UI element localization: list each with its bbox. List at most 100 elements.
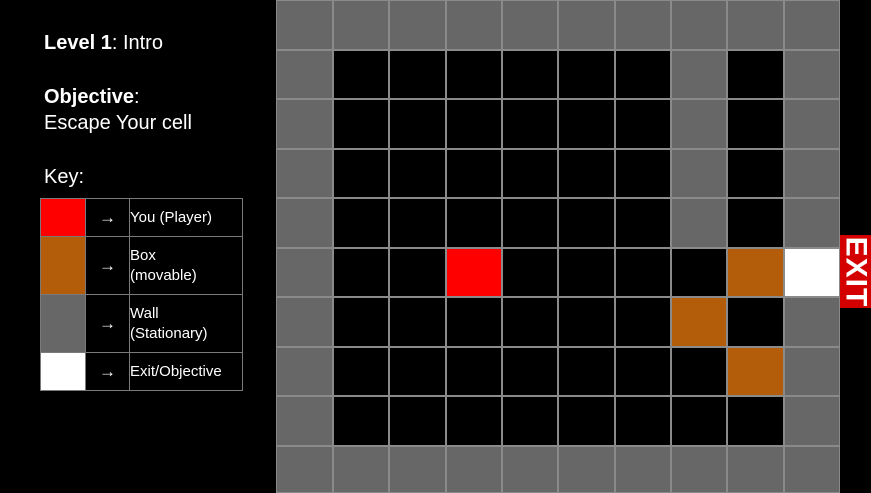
info-panel: Level 1: Intro Objective: Escape Your ce… xyxy=(0,0,276,493)
objective-colon: : xyxy=(134,86,140,108)
wall-cell xyxy=(671,149,727,198)
wall-cell xyxy=(784,198,840,248)
key-desc-line: (Stationary) xyxy=(130,324,208,342)
floor-cell xyxy=(446,149,502,198)
key-row-exit: → Exit/Objective xyxy=(40,352,243,391)
key-row-box: → Box (movable) xyxy=(40,236,243,295)
key-heading: Key: xyxy=(44,166,85,188)
key-desc-box: Box (movable) xyxy=(129,236,243,295)
wall-cell xyxy=(784,396,840,446)
key-desc-player: You (Player) xyxy=(129,198,243,237)
wall-cell xyxy=(333,446,389,493)
floor-cell xyxy=(615,50,671,99)
floor-cell xyxy=(333,248,389,297)
wall-cell xyxy=(784,0,840,50)
floor-cell xyxy=(502,347,558,396)
floor-cell xyxy=(615,396,671,446)
objective-heading: Objective: xyxy=(44,86,140,109)
objective-text: Escape Your cell xyxy=(44,112,192,134)
floor-cell xyxy=(333,99,389,149)
floor-cell xyxy=(615,297,671,347)
wall-cell xyxy=(276,198,333,248)
wall-cell xyxy=(276,396,333,446)
wall-cell xyxy=(671,198,727,248)
floor-cell xyxy=(558,50,615,99)
level-label: Level 1 xyxy=(44,32,112,54)
game-board xyxy=(276,0,840,493)
floor-cell xyxy=(727,198,784,248)
wall-cell xyxy=(615,0,671,50)
wall-cell xyxy=(333,0,389,50)
wall-cell xyxy=(446,0,502,50)
floor-cell xyxy=(558,149,615,198)
box-cell[interactable] xyxy=(727,248,784,297)
floor-cell xyxy=(615,198,671,248)
floor-cell xyxy=(558,297,615,347)
box-cell[interactable] xyxy=(671,297,727,347)
wall-cell xyxy=(784,50,840,99)
floor-cell xyxy=(389,99,446,149)
floor-cell xyxy=(446,297,502,347)
floor-cell xyxy=(446,396,502,446)
wall-cell xyxy=(727,0,784,50)
wall-cell xyxy=(276,248,333,297)
wall-cell xyxy=(558,446,615,493)
floor-cell xyxy=(333,149,389,198)
wall-cell xyxy=(671,50,727,99)
key-desc-wall: Wall (Stationary) xyxy=(129,294,243,353)
floor-cell xyxy=(446,50,502,99)
floor-cell xyxy=(727,396,784,446)
floor-cell xyxy=(727,99,784,149)
floor-cell xyxy=(389,347,446,396)
floor-cell xyxy=(671,347,727,396)
key-table: → You (Player) → Box (movable) → Wall (Sta… xyxy=(40,198,243,391)
floor-cell xyxy=(502,297,558,347)
exit-sign-text: EXIT xyxy=(839,236,871,307)
floor-cell xyxy=(502,50,558,99)
wall-cell xyxy=(671,0,727,50)
floor-cell xyxy=(446,347,502,396)
floor-cell xyxy=(502,248,558,297)
floor-cell xyxy=(502,149,558,198)
wall-cell xyxy=(784,149,840,198)
wall-cell xyxy=(502,446,558,493)
wall-cell xyxy=(784,99,840,149)
floor-cell xyxy=(389,248,446,297)
wall-cell xyxy=(276,50,333,99)
floor-cell xyxy=(727,149,784,198)
objective-label: Objective xyxy=(44,86,135,108)
floor-cell xyxy=(389,396,446,446)
key-row-wall: → Wall (Stationary) xyxy=(40,294,243,353)
wall-cell xyxy=(446,446,502,493)
key-desc-exit: Exit/Objective xyxy=(129,352,243,391)
box-cell[interactable] xyxy=(727,347,784,396)
arrow-icon: → xyxy=(85,294,130,353)
arrow-icon: → xyxy=(85,236,130,295)
floor-cell xyxy=(558,347,615,396)
box-swatch xyxy=(40,236,86,295)
wall-cell xyxy=(276,99,333,149)
wall-cell xyxy=(727,446,784,493)
floor-cell xyxy=(446,99,502,149)
floor-cell xyxy=(333,198,389,248)
wall-cell xyxy=(784,347,840,396)
key-desc-line: Exit/Objective xyxy=(130,362,222,380)
arrow-icon: → xyxy=(85,198,130,237)
wall-cell xyxy=(276,446,333,493)
floor-cell xyxy=(558,99,615,149)
floor-cell xyxy=(333,396,389,446)
player-cell[interactable] xyxy=(446,248,502,297)
exit-cell xyxy=(784,248,840,297)
wall-cell xyxy=(276,347,333,396)
floor-cell xyxy=(333,297,389,347)
wall-cell xyxy=(389,446,446,493)
floor-cell xyxy=(389,50,446,99)
floor-cell xyxy=(558,198,615,248)
player-swatch xyxy=(40,198,86,237)
floor-cell xyxy=(615,347,671,396)
wall-cell xyxy=(615,446,671,493)
floor-cell xyxy=(671,396,727,446)
key-desc-line: You (Player) xyxy=(130,208,212,226)
wall-cell xyxy=(558,0,615,50)
key-desc-line: Wall xyxy=(130,304,159,322)
